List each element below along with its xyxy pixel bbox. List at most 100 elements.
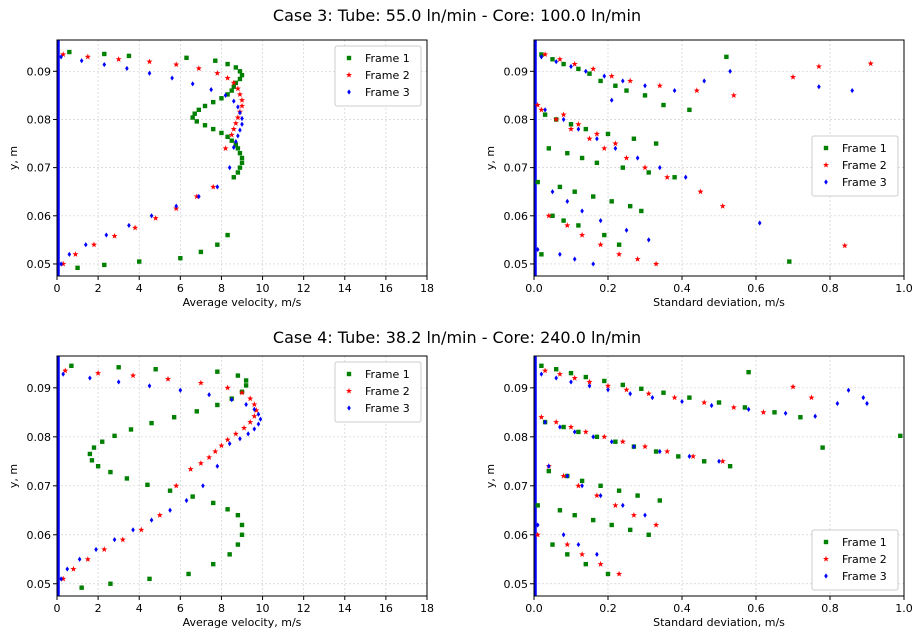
data-point — [534, 101, 541, 108]
data-point — [247, 395, 254, 402]
data-point — [639, 208, 644, 214]
data-point — [127, 222, 131, 229]
data-point — [539, 54, 544, 60]
data-point — [547, 463, 551, 469]
data-point — [554, 375, 558, 381]
data-point — [102, 262, 107, 268]
chart-case4-velocity: 0 2 4 6 8 10 12 14 16 18 0.05 0.06 0.07 0.08 0.09 Avera… — [7, 355, 434, 629]
data-point — [716, 400, 722, 405]
data-point — [653, 449, 659, 454]
data-point — [116, 365, 121, 370]
data-point — [256, 421, 261, 427]
y-tick-label: 0.05 — [504, 578, 529, 591]
data-point — [542, 367, 549, 374]
x-tick-label: 10 — [256, 282, 270, 295]
chart-case4-stddev: 0.0 0.2 0.4 0.6 0.8 1.0 0.05 0.06 0.07 0.08 0.09 St… — [484, 355, 913, 629]
data-point — [572, 512, 577, 518]
data-point — [760, 409, 767, 415]
legend: Frame 1 Frame 2 Frame 3 — [334, 361, 422, 423]
data-point — [687, 395, 692, 400]
data-point — [717, 458, 721, 464]
y-tick-label: 0.07 — [504, 162, 529, 175]
data-point — [232, 430, 239, 437]
data-point — [841, 242, 848, 249]
series-frame-3 — [535, 54, 854, 267]
data-point — [557, 508, 563, 513]
data-point — [211, 126, 216, 132]
data-point — [672, 87, 677, 94]
data-point — [583, 126, 588, 132]
data-point — [557, 184, 563, 190]
data-point — [576, 223, 581, 228]
data-point — [560, 111, 567, 118]
data-point — [227, 441, 232, 447]
data-point — [232, 120, 239, 126]
data-point — [229, 88, 234, 93]
data-point — [190, 115, 195, 120]
data-point — [586, 135, 593, 142]
data-point — [108, 581, 113, 586]
data-point — [130, 372, 137, 379]
legend: Frame 1 Frame 2 Frame 3 — [811, 135, 899, 197]
data-point — [597, 560, 604, 567]
data-point — [719, 202, 726, 209]
figure-title-case3: Case 3: Tube: 55.0 ln/min - Core: 100.0 … — [272, 6, 642, 25]
data-point — [658, 448, 662, 455]
data-point — [173, 482, 180, 489]
data-point — [147, 576, 152, 582]
data-point — [240, 121, 244, 127]
data-point — [565, 150, 570, 156]
x-axis-label: Average velocity, m/s — [183, 616, 302, 629]
data-point — [251, 401, 258, 408]
data-point — [590, 65, 597, 72]
x-tick-label: 16 — [379, 602, 393, 615]
x-tick-label: 1.0 — [895, 282, 913, 295]
data-point — [616, 570, 623, 577]
x-tick-label: 8 — [218, 282, 225, 295]
data-point — [168, 507, 172, 513]
data-point — [539, 363, 544, 368]
data-point — [568, 122, 574, 127]
data-point — [683, 174, 688, 180]
x-axis-label: Standard deviation, m/s — [653, 296, 785, 309]
data-point — [202, 123, 208, 128]
data-point — [211, 500, 216, 506]
chart-case3-velocity: 0 2 4 6 8 10 12 14 16 18 0.05 0.06 0.07 0.08 0.09 Avera… — [7, 39, 434, 309]
y-tick-label: 0.07 — [504, 480, 529, 493]
data-point — [193, 193, 200, 200]
x-tick-label: 0.8 — [821, 602, 839, 615]
data-point — [661, 390, 666, 395]
data-point — [202, 103, 208, 109]
axes-frame — [533, 39, 905, 277]
data-point — [258, 416, 263, 422]
data-point — [215, 184, 220, 190]
data-point — [619, 438, 626, 445]
data-point — [236, 91, 243, 98]
data-point — [246, 431, 250, 437]
data-point — [550, 57, 555, 62]
data-point — [538, 414, 545, 420]
data-point — [59, 261, 63, 267]
data-point — [238, 389, 246, 396]
data-point — [239, 72, 245, 78]
x-tick-label: 0.4 — [673, 602, 691, 615]
data-point — [138, 526, 145, 533]
data-point — [77, 556, 82, 562]
data-point — [730, 404, 737, 411]
data-point — [233, 65, 239, 70]
data-point — [210, 183, 217, 190]
data-point — [580, 483, 584, 489]
data-point — [575, 121, 582, 127]
data-point — [147, 383, 152, 389]
legend-marker — [824, 179, 828, 185]
data-point — [153, 367, 158, 372]
legend-marker — [823, 145, 829, 151]
x-tick-label: 6 — [177, 602, 184, 615]
data-point — [88, 375, 92, 381]
data-point — [206, 454, 213, 460]
data-point — [556, 370, 563, 377]
legend-box — [811, 135, 899, 197]
data-point — [601, 145, 608, 151]
x-tick-label: 16 — [379, 282, 393, 295]
data-point — [583, 374, 588, 380]
